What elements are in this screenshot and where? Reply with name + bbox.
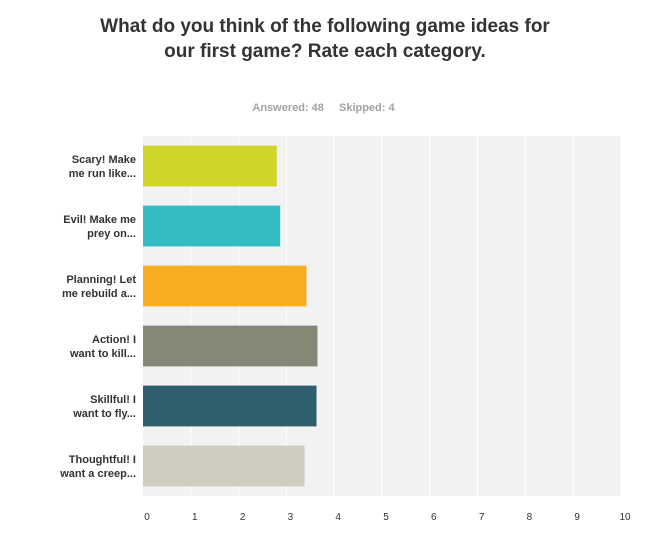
x-tick-label: 10 <box>619 512 631 523</box>
x-tick-label: 5 <box>383 512 389 523</box>
category-label: Planning! Let me rebuild a... <box>62 274 136 300</box>
bar <box>143 205 281 247</box>
bar <box>143 385 317 427</box>
bar <box>143 145 277 187</box>
x-tick-label: 2 <box>240 512 246 523</box>
skipped-count: Skipped: 4 <box>338 102 395 114</box>
x-tick-label: 0 <box>144 512 150 523</box>
bar <box>143 445 305 487</box>
answered-count: Answered: 48 <box>252 102 324 114</box>
x-tick-label: 7 <box>479 512 485 523</box>
bar <box>143 265 307 307</box>
x-tick-label: 3 <box>288 512 294 523</box>
x-tick-label: 1 <box>192 512 198 523</box>
category-label: Evil! Make me prey on... <box>63 214 136 240</box>
category-label: Scary! Make me run like... <box>69 154 136 180</box>
x-tick-label: 4 <box>335 512 341 523</box>
chart-title: What do you think of the following game … <box>100 16 550 62</box>
x-tick-label: 6 <box>431 512 437 523</box>
x-tick-label: 9 <box>574 512 580 523</box>
bar <box>143 325 318 367</box>
x-tick-label: 8 <box>527 512 533 523</box>
response-summary: Answered: 48 Skipped: 4 <box>0 102 647 114</box>
